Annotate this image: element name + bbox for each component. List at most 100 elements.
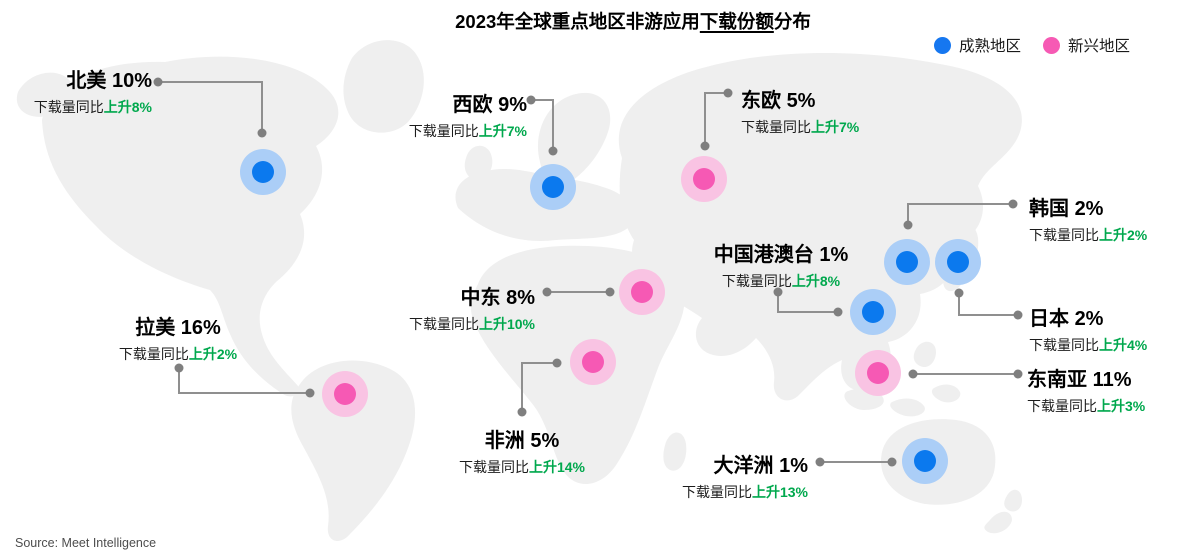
source-note: Source: Meet Intelligence <box>15 536 157 550</box>
legend: 成熟地区 新兴地区 <box>934 34 1130 56</box>
region-growth: 下载量同比上升7% <box>400 121 527 141</box>
marker-core <box>252 161 274 183</box>
region-share: 5% <box>786 90 816 112</box>
marker-western-europe <box>530 164 576 210</box>
region-share: 9% <box>498 94 527 116</box>
region-name-share: 东欧 5% <box>741 84 891 113</box>
region-growth: 下载量同比上升2% <box>1029 225 1179 245</box>
region-name-share: 北美 10% <box>16 64 152 93</box>
region-name: 北美 <box>66 70 107 92</box>
region-name: 韩国 <box>1029 198 1069 220</box>
region-label-oceania: 大洋洲 1% 下载量同比上升13% <box>672 449 808 502</box>
region-name-share: 中国港澳台 1% <box>710 238 852 267</box>
title-suffix: 分布 <box>773 11 811 32</box>
growth-value: 上升3% <box>1097 398 1146 414</box>
region-label-eastern-europe: 东欧 5% 下载量同比上升7% <box>741 84 891 137</box>
chart-title: 2023年全球重点地区非游应用下载份额分布 <box>455 8 811 34</box>
region-growth: 下载量同比上升13% <box>672 482 808 502</box>
region-label-middle-east: 中东 8% 下载量同比上升10% <box>405 281 535 334</box>
marker-middle-east <box>619 269 665 315</box>
region-name-share: 韩国 2% <box>1029 192 1179 221</box>
marker-china-hk-mo-tw <box>850 289 896 335</box>
region-share: 10% <box>111 70 152 92</box>
region-name-share: 非洲 5% <box>452 424 592 453</box>
region-label-southeast-asia: 东南亚 11% 下载量同比上升3% <box>1027 363 1183 416</box>
growth-prefix: 下载量同比 <box>458 459 529 475</box>
growth-value: 上升8% <box>791 273 841 289</box>
region-share: 2% <box>1074 198 1104 220</box>
region-name: 拉美 <box>135 317 176 339</box>
region-growth: 下载量同比上升8% <box>16 97 152 117</box>
growth-value: 上升4% <box>1099 337 1148 353</box>
marker-south-korea <box>884 239 930 285</box>
growth-value: 上升2% <box>188 346 238 362</box>
region-name-share: 西欧 9% <box>400 88 527 117</box>
growth-prefix: 下载量同比 <box>1029 337 1099 353</box>
marker-core <box>947 251 969 273</box>
region-growth: 下载量同比上升3% <box>1027 396 1183 416</box>
marker-oceania <box>902 438 948 484</box>
region-label-africa: 非洲 5% 下载量同比上升14% <box>452 424 592 477</box>
region-name-share: 大洋洲 1% <box>672 449 808 478</box>
marker-africa <box>570 339 616 385</box>
growth-value: 上升7% <box>811 119 860 135</box>
legend-item-emerging: 新兴地区 <box>1043 34 1130 56</box>
region-name-share: 东南亚 11% <box>1027 363 1183 392</box>
marker-southeast-asia <box>855 350 901 396</box>
region-name: 西欧 <box>452 94 493 116</box>
growth-value: 上升8% <box>103 99 152 115</box>
region-name-share: 拉美 16% <box>108 311 248 340</box>
legend-item-mature: 成熟地区 <box>934 34 1021 56</box>
region-label-latin-america: 拉美 16% 下载量同比上升2% <box>108 311 248 364</box>
region-name: 中国港澳台 <box>713 244 814 266</box>
region-label-north-america: 北美 10% 下载量同比上升8% <box>16 64 152 117</box>
growth-prefix: 下载量同比 <box>33 99 104 115</box>
marker-core <box>542 176 564 198</box>
marker-latin-america <box>322 371 368 417</box>
mature-region-dot-icon <box>934 36 951 54</box>
growth-value: 上升10% <box>478 316 535 332</box>
growth-value: 上升13% <box>751 484 808 500</box>
growth-prefix: 下载量同比 <box>408 316 479 332</box>
region-share: 16% <box>180 317 221 339</box>
growth-prefix: 下载量同比 <box>741 119 811 135</box>
region-label-china-hk-mo-tw: 中国港澳台 1% 下载量同比上升8% <box>710 238 852 291</box>
legend-label-emerging: 新兴地区 <box>1068 38 1131 55</box>
region-share: 8% <box>506 287 535 309</box>
region-share: 5% <box>530 430 560 452</box>
region-name: 日本 <box>1029 308 1069 330</box>
growth-prefix: 下载量同比 <box>408 123 479 139</box>
marker-core <box>862 301 884 323</box>
region-name: 大洋洲 <box>713 455 774 477</box>
growth-prefix: 下载量同比 <box>118 346 189 362</box>
marker-core <box>631 281 653 303</box>
region-name: 中东 <box>460 287 501 309</box>
marker-japan <box>935 239 981 285</box>
marker-core <box>867 362 889 384</box>
region-growth: 下载量同比上升14% <box>452 457 592 477</box>
region-share: 11% <box>1092 369 1132 391</box>
region-share: 1% <box>779 455 808 477</box>
region-growth: 下载量同比上升8% <box>710 271 852 291</box>
growth-value: 上升14% <box>528 459 586 475</box>
region-label-western-europe: 西欧 9% 下载量同比上升7% <box>400 88 527 141</box>
marker-core <box>896 251 918 273</box>
title-prefix: 2023年全球重点地区非游应用 <box>455 11 700 32</box>
growth-value: 上升2% <box>1099 227 1148 243</box>
growth-prefix: 下载量同比 <box>1029 227 1099 243</box>
marker-core <box>582 351 604 373</box>
region-name: 东南亚 <box>1027 369 1087 391</box>
marker-eastern-europe <box>681 156 727 202</box>
region-growth: 下载量同比上升7% <box>741 117 891 137</box>
region-label-south-korea: 韩国 2% 下载量同比上升2% <box>1029 192 1179 245</box>
growth-prefix: 下载量同比 <box>1027 398 1097 414</box>
growth-value: 上升7% <box>478 123 527 139</box>
title-underlined: 下载份额 <box>699 11 774 32</box>
growth-prefix: 下载量同比 <box>721 273 792 289</box>
growth-prefix: 下载量同比 <box>681 484 752 500</box>
marker-core <box>693 168 715 190</box>
region-share: 2% <box>1074 308 1104 330</box>
region-growth: 下载量同比上升4% <box>1029 335 1179 355</box>
region-name: 东欧 <box>741 90 781 112</box>
